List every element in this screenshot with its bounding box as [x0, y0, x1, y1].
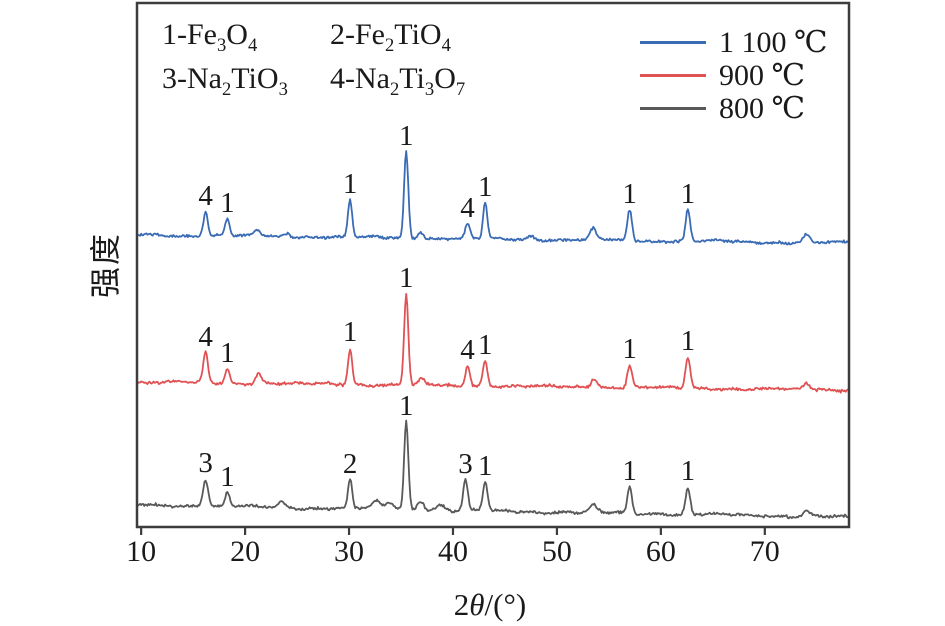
plot-frame	[135, 1, 851, 529]
curve-800	[137, 419, 849, 520]
curve-1100	[137, 150, 849, 246]
curve-900	[137, 292, 849, 394]
